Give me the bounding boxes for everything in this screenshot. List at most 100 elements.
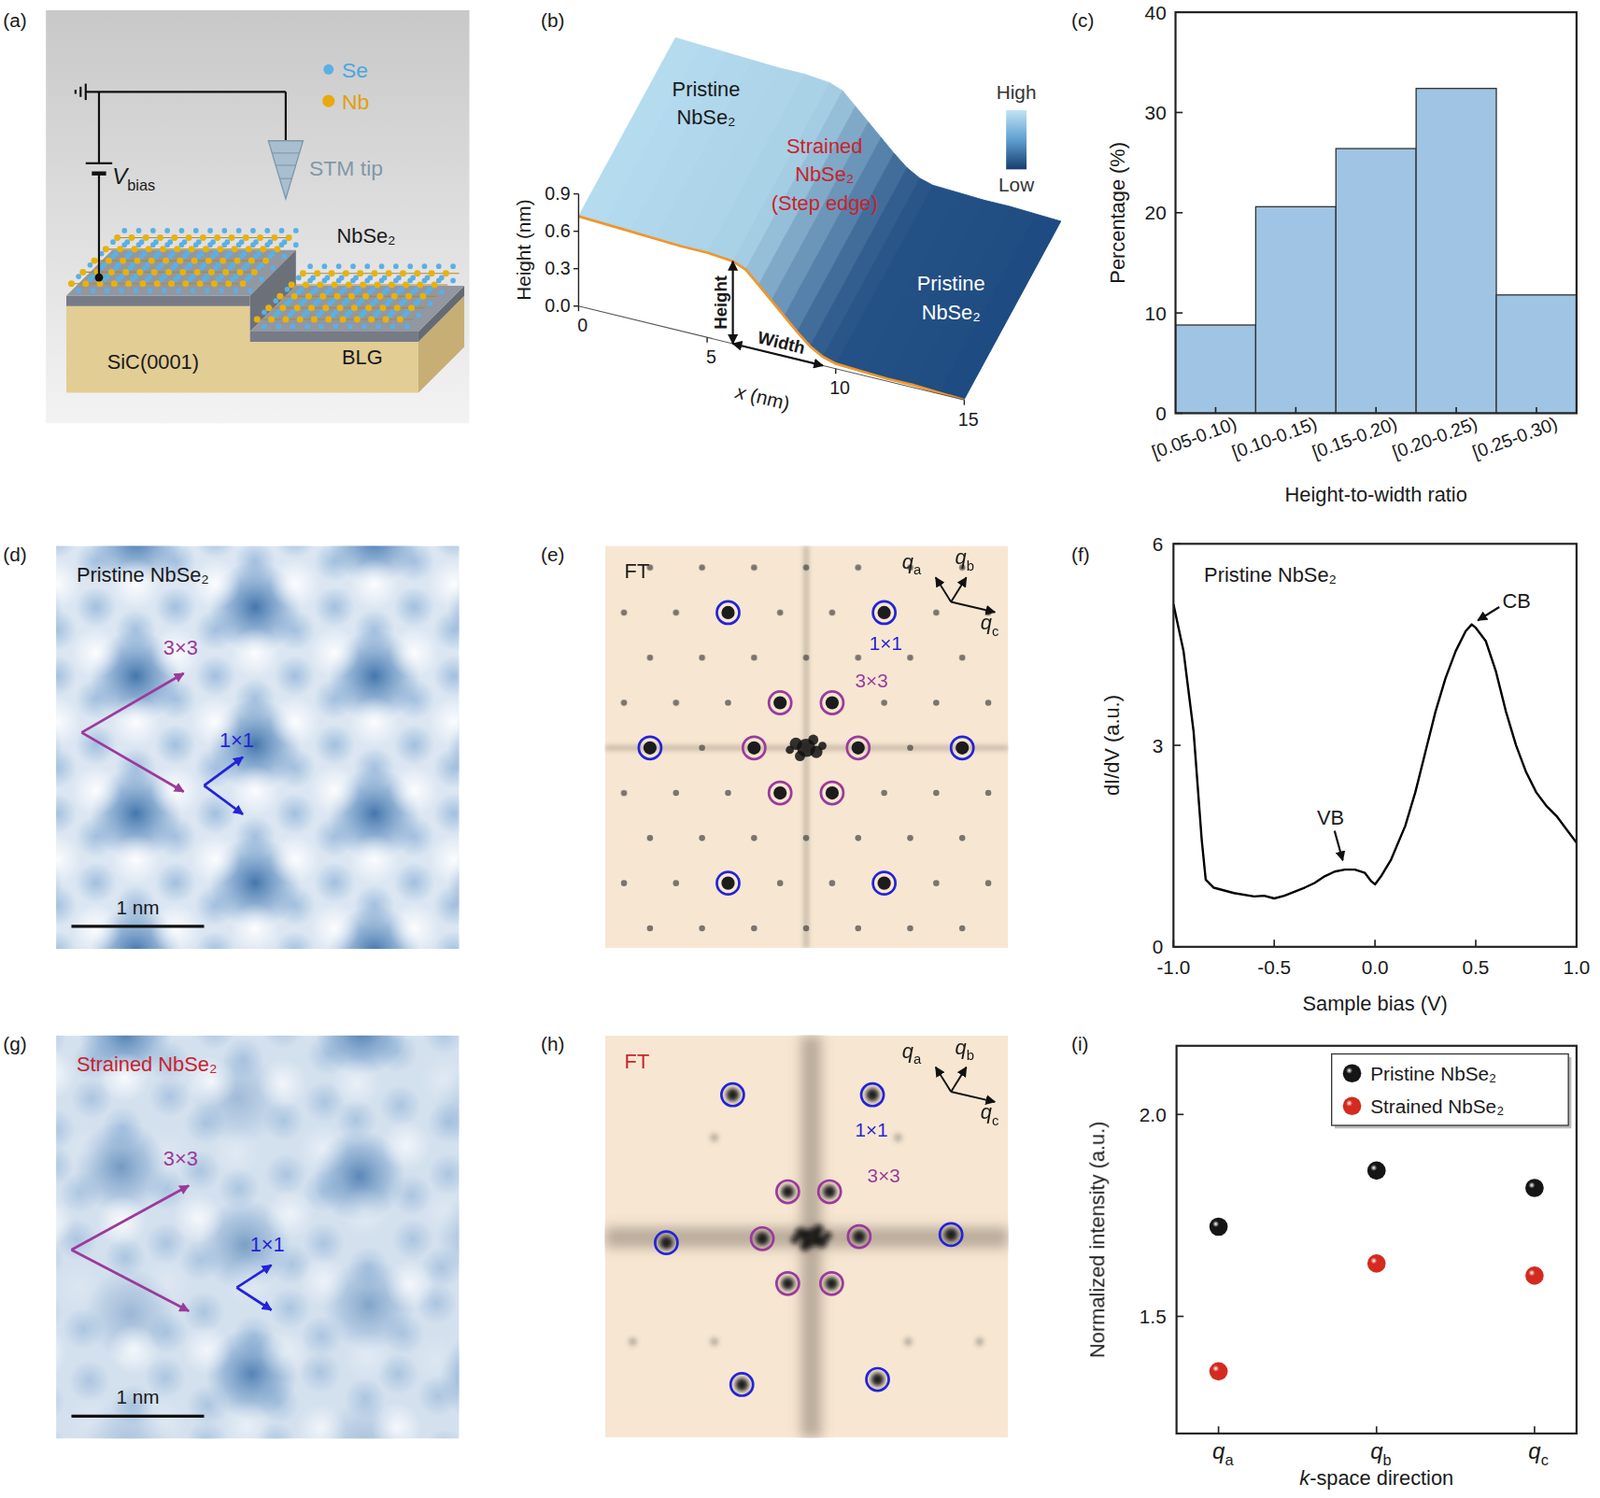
se-atom <box>318 324 325 330</box>
ft-spot <box>750 835 758 842</box>
peak-circle <box>716 872 739 895</box>
se-atom <box>393 263 399 270</box>
se-atom <box>315 297 322 304</box>
q-axis-label: qb <box>955 1035 975 1064</box>
nb-atom <box>325 315 332 323</box>
se-atom <box>90 288 97 295</box>
tick-label: 0.0 <box>544 295 570 316</box>
label: NbSe₂ <box>676 105 736 129</box>
label: STM tip <box>309 155 383 181</box>
stm-blob <box>388 903 439 949</box>
ft-spot <box>985 699 992 707</box>
nb-atom <box>299 269 307 277</box>
tip-line <box>275 164 297 166</box>
ft-peak <box>955 741 969 755</box>
surface-data <box>578 37 1062 400</box>
se-atom <box>293 241 299 248</box>
se-atom <box>372 297 379 304</box>
stm-blob <box>305 1035 356 1038</box>
se-atom <box>110 239 116 245</box>
nb-atom <box>276 293 284 300</box>
stm-blob <box>428 696 460 748</box>
ft-spot <box>803 564 810 571</box>
se-atom <box>255 251 262 257</box>
nb-atom <box>413 269 421 277</box>
nb-atom <box>179 269 186 276</box>
nb-atom <box>376 293 383 300</box>
ft-background <box>605 1035 1009 1438</box>
se-atom <box>450 278 456 284</box>
nb-atom <box>159 245 167 253</box>
nb-atom <box>302 282 310 289</box>
label: 3×3 <box>867 1164 901 1187</box>
stm-tip <box>268 141 303 199</box>
se-atom <box>350 263 356 270</box>
subscript: b <box>966 1047 975 1063</box>
nb-atom <box>119 257 127 265</box>
se-atom <box>327 286 334 293</box>
peak-circle <box>873 872 896 895</box>
panel-letter: (e) <box>540 543 565 566</box>
se-atom <box>333 309 340 315</box>
stm-blob <box>371 1035 423 1041</box>
panel-b: 0.00.30.60.9051015Height (nm)x (nm)Heigh… <box>512 37 1062 429</box>
ft-spot <box>933 879 940 887</box>
panel-d: Pristine NbSe₂3×31×11 nm <box>0 471 540 1023</box>
nb-atom <box>379 304 386 312</box>
panel-letter: (f) <box>1071 543 1091 566</box>
se-atom <box>296 275 302 282</box>
tick-label: 0 <box>1155 402 1167 425</box>
label: Strained NbSe₂ <box>76 1052 217 1077</box>
se-atom <box>155 251 162 257</box>
se-atom <box>282 254 288 260</box>
se-atom <box>379 263 385 270</box>
stm-blob <box>424 1430 460 1440</box>
legend-box <box>1331 1054 1569 1126</box>
stm-background <box>56 545 460 949</box>
peak-circle <box>950 736 974 760</box>
stm-blob <box>393 586 435 628</box>
nb-atom <box>231 245 239 253</box>
se-atom <box>267 239 273 245</box>
label: Strained <box>786 134 863 158</box>
annotation: VB <box>1316 806 1345 830</box>
nb-atom <box>405 293 412 300</box>
peak-circle <box>939 1223 963 1247</box>
y-tick <box>573 230 579 232</box>
nb-atom <box>185 234 193 241</box>
se-atom <box>244 262 251 269</box>
tick-label: 30 <box>1145 101 1167 124</box>
nb-atom <box>334 293 341 300</box>
atom-row <box>302 272 459 274</box>
main-char: q <box>980 610 992 635</box>
tick-label: 10 <box>829 377 850 398</box>
stm-blob <box>428 834 460 885</box>
stm-blob <box>433 545 460 559</box>
se-atom <box>182 239 188 245</box>
main-char: q <box>955 545 967 569</box>
se-atom <box>75 273 82 280</box>
nb-atom <box>270 234 278 241</box>
nb-atom <box>396 315 404 323</box>
stm-blob <box>379 1085 421 1127</box>
nb-atom <box>370 269 378 277</box>
nb-atom <box>191 257 199 265</box>
se-atom <box>424 275 431 282</box>
se-atom <box>161 288 168 295</box>
q-axis <box>935 577 951 602</box>
stm-blob <box>274 545 316 559</box>
ft-center <box>823 1231 833 1241</box>
ft-peak <box>721 877 735 891</box>
nb-atom <box>105 257 113 265</box>
ft-center <box>813 1224 824 1235</box>
nb-atom <box>211 280 218 287</box>
ft-spot <box>724 699 732 707</box>
nb-atom <box>82 280 89 287</box>
se-atom <box>275 309 282 315</box>
nb-atom <box>151 269 158 276</box>
se-atom <box>307 263 313 270</box>
legend-nb <box>322 95 335 108</box>
stm-blob <box>309 765 360 817</box>
panel-letter: (i) <box>1071 1033 1089 1055</box>
se-atom <box>147 273 154 280</box>
